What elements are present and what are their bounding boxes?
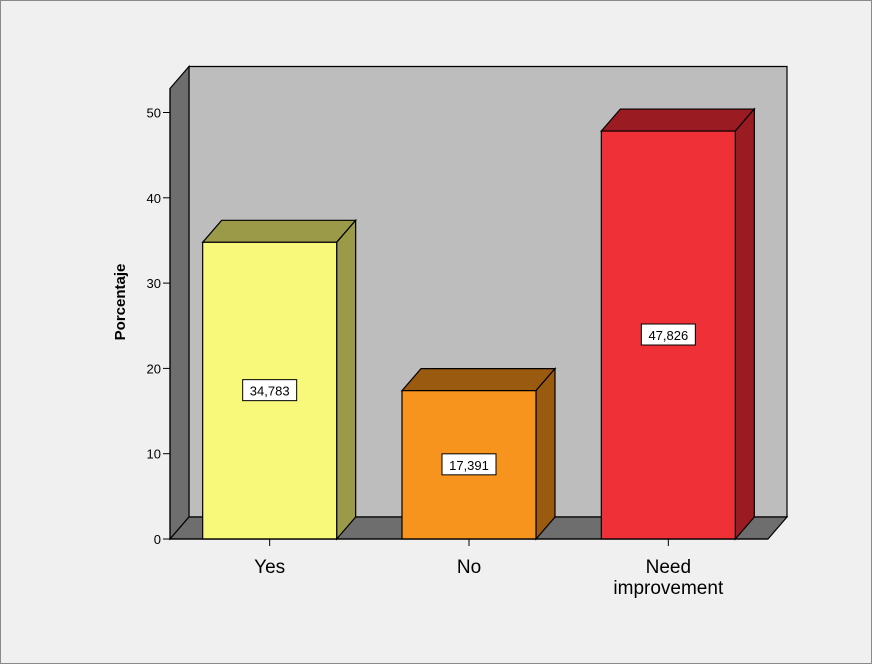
data-label: 47,826 <box>648 328 688 343</box>
bar-group: 47,826 <box>600 107 756 541</box>
bar-group: 17,391 <box>400 367 557 541</box>
x-tick-label: No <box>457 557 481 578</box>
y-tick-label: 10 <box>147 447 161 462</box>
y-tick-label: 0 <box>154 532 161 547</box>
y-tick-label: 40 <box>147 191 161 206</box>
bar-top-face <box>600 108 756 132</box>
y-axis: 0 10 20 30 40 50 <box>147 88 171 547</box>
data-label-box <box>640 323 696 346</box>
x-tick-label: improvement <box>613 578 724 599</box>
bar-side-face <box>336 218 357 541</box>
data-label-box <box>441 453 497 476</box>
data-label: 17,391 <box>449 458 489 473</box>
data-label-box <box>242 379 298 402</box>
bar-group: 34,783 <box>201 218 357 541</box>
bar-side-face <box>535 367 556 541</box>
bar-top-face <box>400 368 557 392</box>
bar-side-face <box>734 107 755 541</box>
data-label: 34,783 <box>250 384 290 399</box>
y-axis-title: Porcentaje <box>112 264 129 341</box>
y-tick-label: 20 <box>147 361 161 376</box>
x-tick-label: Need <box>646 557 691 578</box>
bars: 34,783 17,391 47,826 <box>201 107 756 541</box>
bar-top-face <box>201 219 357 243</box>
y-tick-label: 30 <box>147 276 161 291</box>
y-tick-label: 50 <box>147 106 161 121</box>
left-wall <box>169 64 190 541</box>
x-tick-label: Yes <box>254 557 285 578</box>
